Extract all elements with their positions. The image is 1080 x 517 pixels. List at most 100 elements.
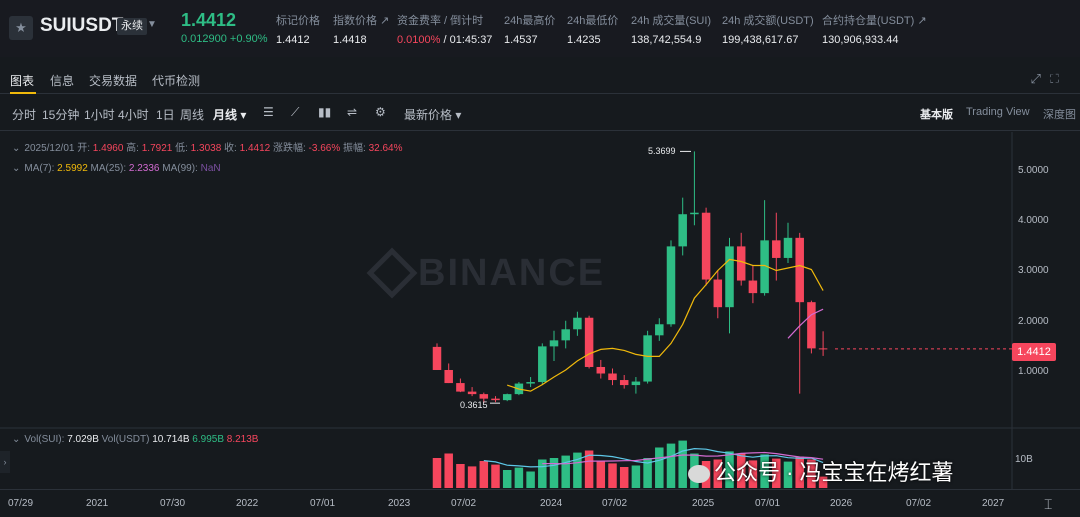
chevron-down-icon[interactable]: ▼	[147, 19, 157, 30]
volume-bar	[526, 471, 535, 488]
stat-24h-high: 24h最高价 1.4537	[504, 12, 555, 46]
volume-bar	[736, 453, 746, 488]
tab-info[interactable]: 信息	[50, 74, 75, 88]
tab-token-check[interactable]: 代币检测	[152, 74, 201, 88]
last-price: 1.4412	[181, 10, 237, 30]
volume-bar	[549, 458, 559, 488]
wechat-watermark: 公众号 · 冯宝宝在烤红薯	[688, 455, 954, 487]
stat-label: 24h最低价	[567, 15, 619, 27]
x-tick-label: 07/30	[160, 498, 186, 509]
volume-bar	[432, 458, 442, 488]
timeframe-4h[interactable]: 4小时	[118, 108, 149, 122]
indicators-icon[interactable]: ☰	[263, 105, 274, 119]
volume-bar	[772, 458, 781, 488]
ticker-header: ★ SUIUSDT 永续 ▼ 1.4412 0.012900 +0.90% 标记…	[0, 0, 1080, 57]
candle-body	[807, 302, 816, 349]
volume-ma-line	[542, 451, 824, 465]
volume-bar	[725, 451, 734, 488]
layout-icon[interactable]: ⇌	[347, 105, 358, 119]
volume-bar	[608, 463, 617, 488]
timeframe-1d[interactable]: 1日	[156, 108, 175, 122]
chart-toolbar: 分时 15分钟 1小时 4小时 1日 周线 月线 ▾ ☰ ⟋ ▮▮ ⇌ ⚙ 最新…	[0, 95, 1080, 131]
timeframe-time[interactable]: 分时	[12, 108, 37, 122]
expand-icon[interactable]: ⤢	[1030, 71, 1050, 86]
fullscreen-icon[interactable]: ⛶	[1049, 71, 1068, 86]
view-depth[interactable]: 深度图	[1043, 109, 1076, 121]
stat-value: 130,906,933.44	[822, 34, 899, 46]
view-tradingview[interactable]: Trading View	[966, 106, 1030, 118]
stat-value: 1.4418	[333, 34, 367, 46]
volume-bar	[444, 453, 453, 488]
x-tick-label: 2021	[86, 498, 109, 509]
stat-label: 24h最高价	[504, 15, 556, 27]
binance-watermark: BINANCE	[418, 252, 606, 294]
volume-bar	[502, 470, 512, 488]
candle-body	[701, 212, 711, 280]
volume-bar	[713, 459, 723, 488]
tab-chart[interactable]: 图表	[10, 74, 35, 88]
candle-body	[491, 398, 500, 401]
y-tick-label: 1.0000	[1018, 366, 1049, 377]
stat-label: 24h 成交额(USDT)	[722, 15, 814, 27]
ma25-line	[787, 308, 824, 339]
timeframe-week[interactable]: 周线	[180, 108, 205, 122]
favorite-star-icon[interactable]: ★	[9, 16, 33, 40]
chart-area[interactable]: BINANCE ⌄ 2025/12/01 开: 1.4960 高: 1.7921 …	[0, 132, 1080, 517]
candle-body	[444, 369, 453, 384]
ohlc-info: ⌄ 2025/12/01 开: 1.4960 高: 1.7921 低: 1.303…	[12, 143, 403, 154]
axis-settings-icon[interactable]: ⌶	[1044, 496, 1053, 512]
gear-icon[interactable]: ⚙	[375, 105, 386, 119]
stat-24h-low: 24h最低价 1.4235	[567, 12, 618, 46]
stat-24h-turnover: 24h 成交额(USDT) 199,438,617.67	[722, 12, 814, 46]
stat-index-price[interactable]: 指数价格 ↗ 1.4418	[333, 12, 389, 46]
volume-bar	[655, 447, 664, 488]
candle-body	[467, 391, 477, 395]
candle-type-icon[interactable]: ▮▮	[318, 105, 332, 119]
price-change: 0.012900 +0.90%	[181, 33, 268, 45]
stat-24h-volume: 24h 成交量(SUI) 138,742,554.9	[631, 12, 711, 46]
symbol-name[interactable]: SUIUSDT	[40, 15, 124, 36]
chevron-down-icon[interactable]: ⌄	[12, 143, 21, 154]
volume-bar	[538, 459, 547, 488]
candle-body	[818, 348, 828, 350]
candle-body	[596, 366, 606, 374]
candle-body	[713, 279, 723, 308]
volume-bar	[783, 461, 793, 488]
volume-bar	[666, 443, 676, 488]
stat-label: 24h 成交量(SUI)	[631, 15, 712, 27]
chevron-down-icon[interactable]: ⌄	[12, 434, 21, 445]
wechat-icon	[688, 465, 710, 484]
volume-bar	[631, 465, 641, 488]
x-tick-label: 07/02	[906, 498, 932, 509]
stat-mark-price: 标记价格 1.4412	[276, 12, 320, 46]
candle-body	[456, 383, 465, 392]
stat-value: 138,742,554.9	[631, 34, 702, 46]
timeframe-month[interactable]: 月线 ▾	[213, 108, 247, 122]
perpetual-badge: 永续	[117, 18, 147, 35]
chevron-down-icon[interactable]: ⌄	[12, 163, 21, 174]
candle-body	[584, 317, 594, 367]
volume-bar	[573, 452, 582, 488]
stat-funding-rate: 资金费率 / 倒计时 0.0100% / 01:45:37	[397, 12, 492, 46]
view-basic[interactable]: 基本版	[920, 109, 953, 121]
x-tick-label: 2026	[830, 498, 853, 509]
stat-value: 1.4537	[504, 34, 538, 46]
candle-body	[666, 246, 676, 325]
candle-body	[736, 246, 746, 281]
volume-bar	[596, 461, 606, 488]
price-type-select[interactable]: 最新价格 ▾	[404, 108, 462, 122]
stat-open-interest[interactable]: 合约持仓量(USDT) ↗ 130,906,933.44	[822, 12, 927, 46]
tab-trading-data[interactable]: 交易数据	[89, 74, 138, 88]
volume-bar	[818, 476, 828, 488]
timeframe-15m[interactable]: 15分钟	[42, 108, 80, 122]
y-tick-label: 4.0000	[1018, 215, 1049, 226]
candle-body	[479, 394, 489, 399]
drawing-tools-icon[interactable]: ⟋	[291, 105, 300, 119]
y-tick-label: 2.0000	[1018, 316, 1049, 327]
x-tick-label: 2025	[692, 498, 715, 509]
candle-body	[690, 212, 699, 215]
timeframe-1h[interactable]: 1小时	[84, 108, 115, 122]
collapse-arrow-icon[interactable]: ›	[0, 451, 10, 473]
stat-value: 1.4235	[567, 34, 601, 46]
candle-body	[748, 280, 758, 294]
